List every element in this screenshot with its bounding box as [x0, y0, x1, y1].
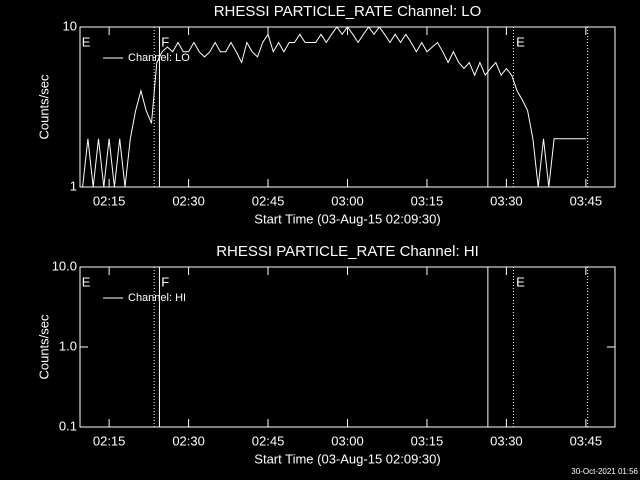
x-tick-label: 02:45	[252, 193, 285, 208]
x-tick-label: 03:45	[570, 193, 603, 208]
y-tick-label: 1.0	[59, 338, 77, 353]
x-tick-label: 02:30	[172, 433, 205, 448]
footer: 30-Oct-2021 01:56	[571, 467, 638, 476]
annotation: F	[161, 34, 169, 49]
x-tick-label: 02:45	[252, 433, 285, 448]
y-tick-label: 10.0	[52, 258, 77, 273]
y-axis-label: Counts/sec	[36, 314, 51, 380]
y-tick-label: 10	[63, 18, 77, 33]
y-axis-label: Counts/sec	[36, 74, 51, 140]
x-tick-label: 03:15	[411, 193, 444, 208]
annotation: E	[516, 274, 525, 289]
data-line	[82, 26, 586, 188]
annotation: E	[82, 274, 91, 289]
annotation: F	[161, 274, 169, 289]
x-axis-label: Start Time (03-Aug-15 02:09:30)	[254, 451, 440, 466]
annotation: E	[82, 34, 91, 49]
y-tick-label: 1	[70, 178, 77, 193]
x-tick-label: 03:45	[570, 433, 603, 448]
x-axis-label: Start Time (03-Aug-15 02:09:30)	[254, 211, 440, 226]
annotation: E	[516, 34, 525, 49]
y-tick-label: 0.1	[59, 418, 77, 433]
x-tick-label: 03:00	[331, 193, 364, 208]
x-tick-label: 02:15	[93, 193, 126, 208]
chart-title: RHESSI PARTICLE_RATE Channel: LO	[214, 3, 482, 20]
x-tick-label: 03:30	[490, 433, 523, 448]
chart-title: RHESSI PARTICLE_RATE Channel: HI	[216, 243, 479, 260]
legend-label: Channel: HI	[128, 292, 186, 304]
x-tick-label: 02:15	[93, 433, 126, 448]
x-tick-label: 03:00	[331, 433, 364, 448]
x-tick-label: 03:15	[411, 433, 444, 448]
x-tick-label: 02:30	[172, 193, 205, 208]
x-tick-label: 03:30	[490, 193, 523, 208]
